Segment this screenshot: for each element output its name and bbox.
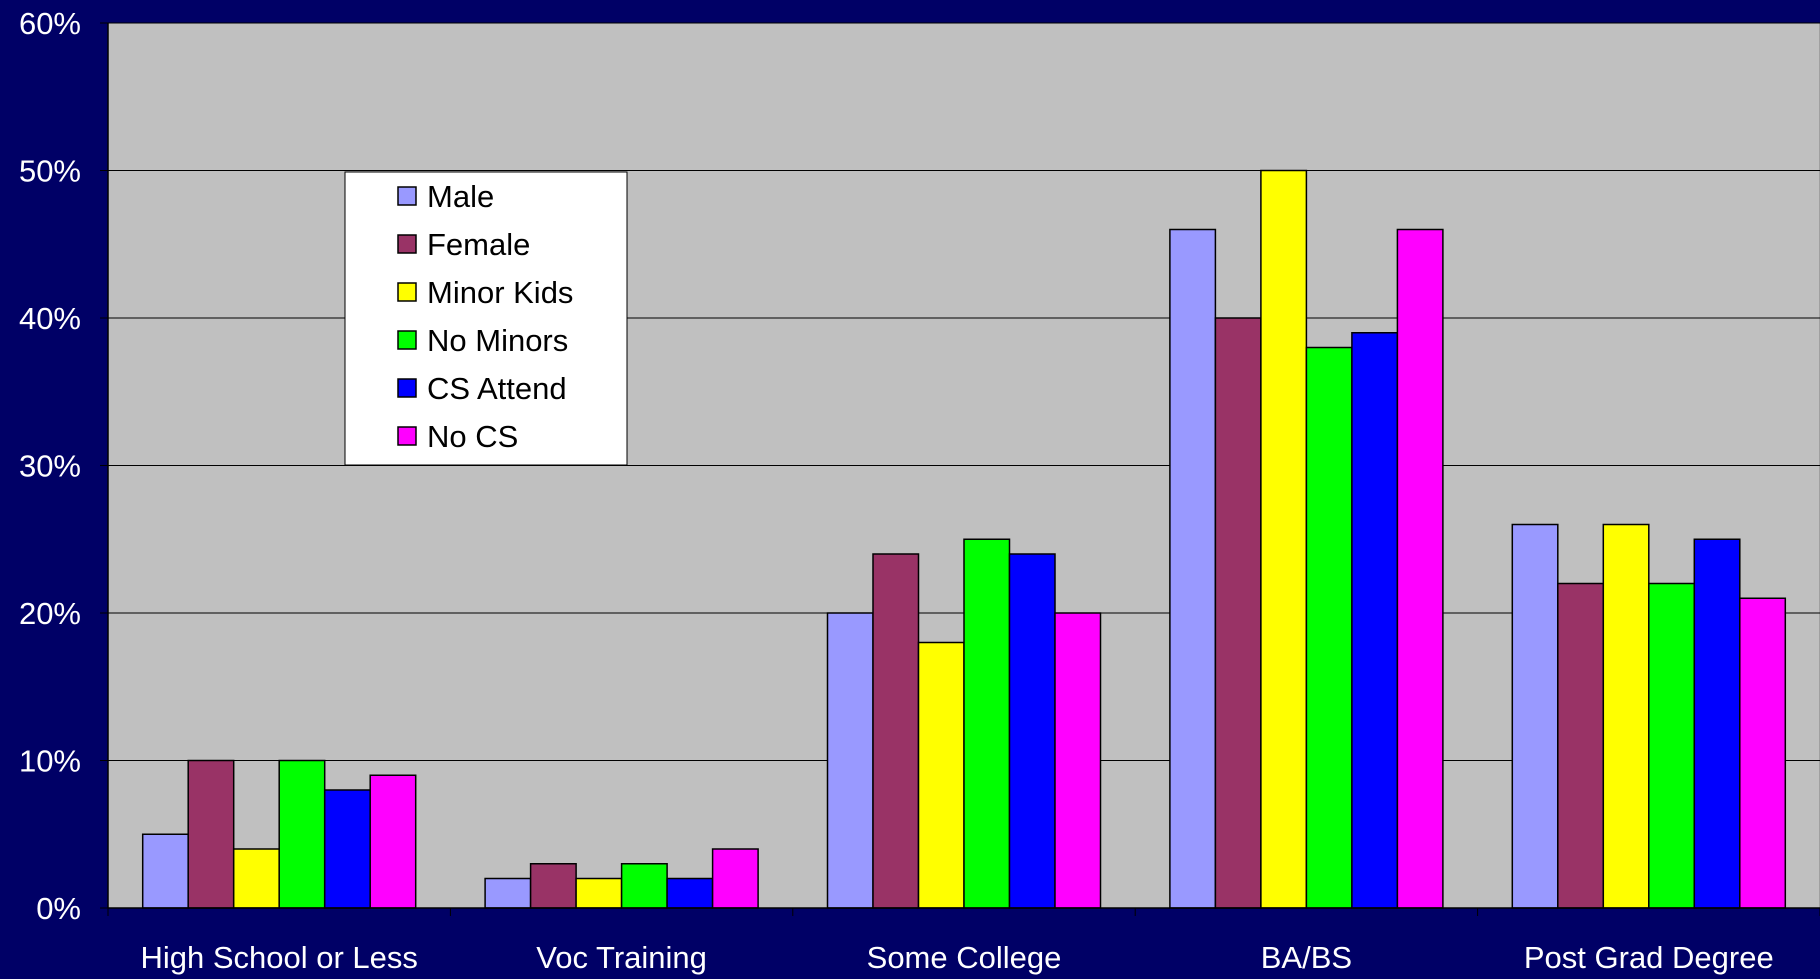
bar [1648, 582, 1696, 909]
y-axis-labels: 0% 10% 20% 30% 40% 50% 60% [19, 6, 81, 926]
bar [1693, 538, 1741, 909]
y-tick-label: 10% [19, 744, 81, 779]
y-tick-label: 50% [19, 154, 81, 189]
bar [1511, 523, 1559, 909]
legend-label: Male [427, 179, 494, 214]
bar [1557, 582, 1605, 909]
bar [278, 759, 326, 909]
bar [666, 877, 714, 909]
legend-box [344, 171, 628, 466]
bar [620, 863, 668, 909]
bar [963, 538, 1011, 909]
x-tick-label: Post Grad Degree [1524, 940, 1774, 975]
bar [1739, 597, 1787, 909]
axes [107, 23, 1820, 916]
x-tick-label: High School or Less [140, 940, 417, 975]
y-tick-label: 0% [36, 891, 81, 926]
legend-swatch [397, 426, 417, 446]
x-tick-label: Some College [867, 940, 1062, 975]
y-tick-label: 30% [19, 449, 81, 484]
legend-swatch [397, 330, 417, 350]
bar [1602, 523, 1650, 909]
bar [141, 833, 189, 909]
legend-label: CS Attend [427, 371, 567, 406]
legend-swatch [397, 234, 417, 254]
legend-swatch [397, 186, 417, 206]
bar [1305, 346, 1353, 909]
bar [1214, 317, 1262, 909]
legend-label: Minor Kids [427, 275, 573, 310]
bar [1169, 228, 1217, 909]
bar [1396, 228, 1444, 909]
bar [529, 863, 577, 909]
bar [1351, 332, 1399, 909]
bar [1054, 612, 1102, 909]
bar [1008, 553, 1056, 909]
bar [187, 759, 235, 909]
legend-label: No Minors [427, 323, 568, 358]
bar [711, 848, 759, 909]
legend-swatch [397, 282, 417, 302]
y-tick-label: 40% [19, 301, 81, 336]
legend-swatch [397, 378, 417, 398]
bar [369, 774, 417, 909]
x-tick-label: BA/BS [1261, 940, 1352, 975]
x-axis-labels: High School or Less Voc Training Some Coll… [140, 940, 1773, 975]
bar [826, 612, 874, 909]
y-tick-label: 60% [19, 6, 81, 41]
bar [484, 877, 532, 909]
bar [323, 789, 371, 909]
bar [917, 641, 965, 909]
y-tick-label: 20% [19, 596, 81, 631]
bar [232, 848, 280, 909]
legend-label: Female [427, 227, 530, 262]
bar [872, 553, 920, 909]
legend-label: No CS [427, 419, 518, 454]
bar [575, 877, 623, 909]
legend: Male Female Minor Kids No Minors CS Attend No… [344, 171, 628, 466]
bar [1260, 169, 1308, 909]
x-tick-label: Voc Training [536, 940, 707, 975]
bars [141, 169, 1787, 909]
